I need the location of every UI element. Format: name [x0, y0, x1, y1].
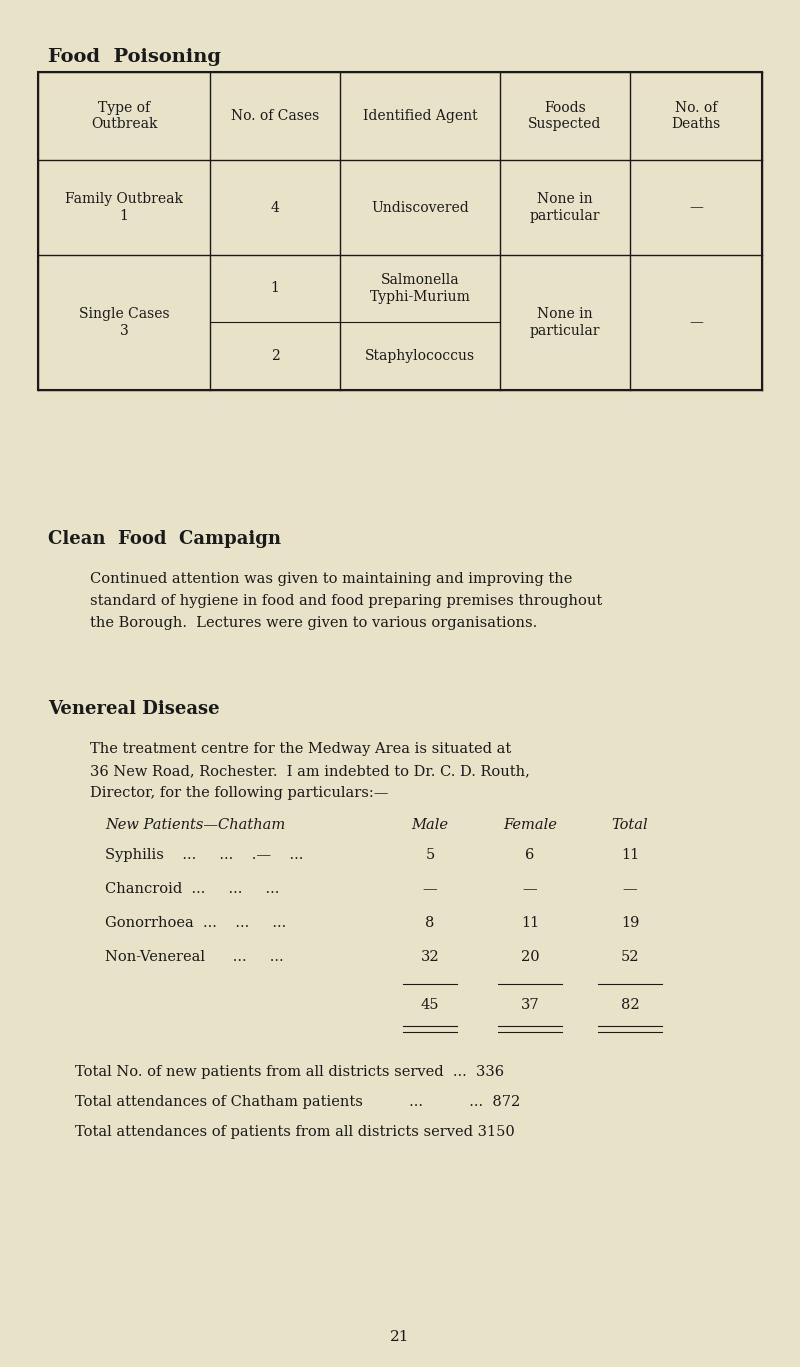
Text: 5: 5 [426, 848, 434, 863]
Text: —: — [622, 882, 638, 895]
Text: New Patients—Chatham: New Patients—Chatham [105, 817, 286, 833]
Text: 32: 32 [421, 950, 439, 964]
Text: Clean  Food  Campaign: Clean Food Campaign [48, 530, 281, 548]
Text: Family Outbreak
1: Family Outbreak 1 [65, 193, 183, 223]
Text: Male: Male [411, 817, 449, 833]
Text: 2: 2 [270, 349, 279, 364]
Text: Type of
Outbreak: Type of Outbreak [90, 101, 158, 131]
Text: Total attendances of Chatham patients          ...          ...  872: Total attendances of Chatham patients ..… [75, 1095, 520, 1109]
Text: 1: 1 [270, 282, 279, 295]
Text: 19: 19 [621, 916, 639, 930]
Text: Director, for the following particulars:—: Director, for the following particulars:… [90, 786, 388, 800]
Text: Chancroid  ...     ...     ...: Chancroid ... ... ... [105, 882, 279, 895]
Text: 37: 37 [521, 998, 539, 1012]
Text: No. of Cases: No. of Cases [231, 109, 319, 123]
Text: 36 New Road, Rochester.  I am indebted to Dr. C. D. Routh,: 36 New Road, Rochester. I am indebted to… [90, 764, 530, 778]
Text: Identified Agent: Identified Agent [362, 109, 478, 123]
Text: —: — [689, 201, 703, 215]
Text: 11: 11 [621, 848, 639, 863]
Text: 20: 20 [521, 950, 539, 964]
Text: Total: Total [612, 817, 648, 833]
Text: Total No. of new patients from all districts served  ...  336: Total No. of new patients from all distr… [75, 1065, 504, 1079]
Text: Venereal Disease: Venereal Disease [48, 700, 220, 718]
Text: Syphilis    ...     ...    .—    ...: Syphilis ... ... .— ... [105, 848, 303, 863]
Text: Foods
Suspected: Foods Suspected [528, 101, 602, 131]
Text: None in
particular: None in particular [530, 308, 600, 338]
Text: Salmonella
Typhi-Murium: Salmonella Typhi-Murium [370, 273, 470, 303]
Text: 82: 82 [621, 998, 639, 1012]
Bar [38, 72, 762, 390]
Text: 52: 52 [621, 950, 639, 964]
Text: No. of
Deaths: No. of Deaths [671, 101, 721, 131]
Text: Non-Venereal      ...     ...: Non-Venereal ... ... [105, 950, 284, 964]
Text: standard of hygiene in food and food preparing premises throughout: standard of hygiene in food and food pre… [90, 595, 602, 608]
Text: 45: 45 [421, 998, 439, 1012]
Text: 11: 11 [521, 916, 539, 930]
Text: The treatment centre for the Medway Area is situated at: The treatment centre for the Medway Area… [90, 742, 511, 756]
Text: —: — [689, 316, 703, 329]
Text: Single Cases
3: Single Cases 3 [78, 308, 170, 338]
Text: Staphylococcus: Staphylococcus [365, 349, 475, 364]
Text: 8: 8 [426, 916, 434, 930]
Text: 6: 6 [526, 848, 534, 863]
Text: Gonorrhoea  ...    ...     ...: Gonorrhoea ... ... ... [105, 916, 286, 930]
Text: —: — [422, 882, 438, 895]
Text: Total attendances of patients from all districts served 3150: Total attendances of patients from all d… [75, 1125, 514, 1139]
Text: 21: 21 [390, 1330, 410, 1344]
Text: Undiscovered: Undiscovered [371, 201, 469, 215]
Text: the Borough.  Lectures were given to various organisations.: the Borough. Lectures were given to vari… [90, 617, 538, 630]
Text: Continued attention was given to maintaining and improving the: Continued attention was given to maintai… [90, 571, 572, 586]
Text: Female: Female [503, 817, 557, 833]
Text: —: — [522, 882, 538, 895]
Text: 4: 4 [270, 201, 279, 215]
Text: None in
particular: None in particular [530, 193, 600, 223]
Text: Food  Poisoning: Food Poisoning [48, 48, 221, 66]
